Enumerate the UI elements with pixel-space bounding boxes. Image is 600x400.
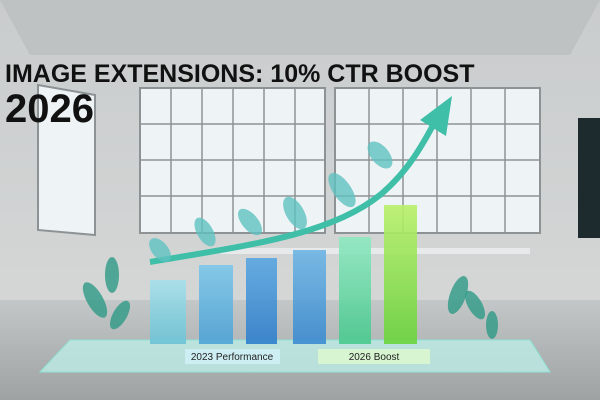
ceiling xyxy=(0,0,600,55)
bars xyxy=(150,205,417,344)
label-plate xyxy=(318,349,430,364)
label-plate xyxy=(185,349,280,364)
table xyxy=(220,248,530,254)
title-line: IMAGE EXTENSIONS: 10% CTR BOOST xyxy=(5,60,475,88)
title-line: 2026 xyxy=(5,87,94,131)
trend-arrow xyxy=(149,116,440,265)
platform xyxy=(38,339,551,373)
platform-label: 2026 Boost xyxy=(349,352,400,363)
wall-screen xyxy=(578,118,600,238)
arrow-head xyxy=(420,96,452,136)
platform-label: 2023 Performance xyxy=(191,352,274,363)
leaves xyxy=(82,141,498,339)
